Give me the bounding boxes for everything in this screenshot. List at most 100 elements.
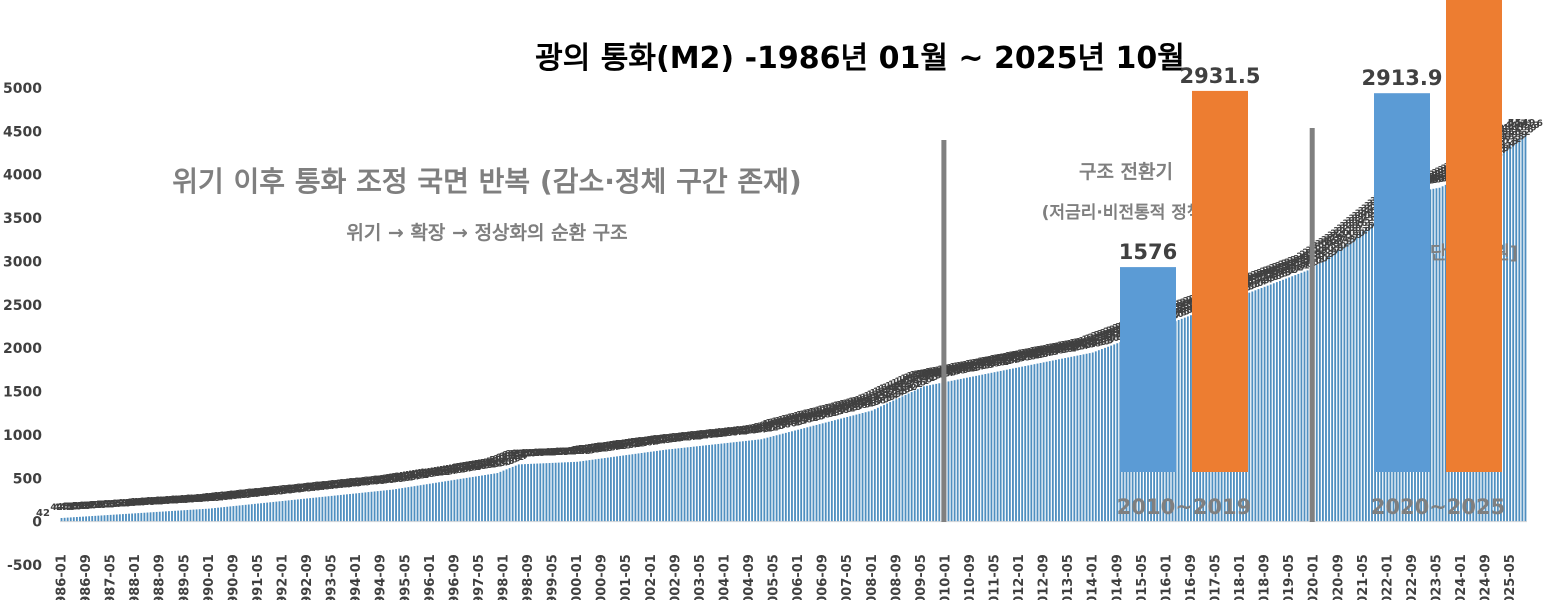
data-label: 1543.5: [904, 373, 939, 383]
data-label: 683.7: [551, 447, 579, 457]
data-bar: [315, 497, 318, 522]
data-label: 704.5: [572, 446, 600, 456]
x-tick-label: 2002-09: [668, 554, 683, 600]
data-label: 861.0: [676, 432, 704, 442]
data-label: 212.3: [247, 488, 275, 498]
x-tick-label: 2011-05: [988, 554, 1003, 600]
inset-bar-label: 1576: [1119, 240, 1177, 264]
x-tick-label: 2013-05: [1061, 554, 1076, 600]
data-bar: [177, 510, 180, 522]
data-bar: [677, 448, 680, 522]
data-bar: [1082, 354, 1085, 522]
x-tick-label: 2018-01: [1233, 554, 1248, 600]
data-bar: [355, 493, 358, 522]
data-label: 66.8: [84, 501, 106, 511]
data-label: 3316.7: [1342, 219, 1377, 229]
data-bar: [852, 415, 855, 522]
data-label: 667.9: [520, 449, 548, 459]
data-bar: [524, 464, 526, 522]
data-bar: [1266, 285, 1269, 522]
data-bar: [171, 510, 173, 522]
data-label: 678.9: [541, 448, 569, 458]
data-bar: [883, 404, 885, 522]
data-bar: [692, 446, 695, 522]
data-label: 161.0: [204, 493, 232, 503]
data-label: 2721.3: [1250, 271, 1285, 281]
data-bar: [1012, 368, 1014, 522]
data-label: 926.8: [729, 426, 757, 436]
data-label: 2056.7: [1100, 328, 1135, 338]
data-label: 1280.0: [854, 396, 889, 406]
data-bar: [474, 476, 477, 522]
data-label: 1142.5: [808, 408, 843, 418]
data-label: 296.7: [317, 481, 345, 491]
data-bar: [1503, 149, 1505, 522]
data-label: 950.0: [747, 424, 775, 434]
data-bar: [146, 512, 149, 522]
data-bar: [981, 374, 984, 522]
data-bar: [772, 436, 775, 522]
data-bar: [1042, 362, 1045, 522]
data-bar: [269, 502, 272, 522]
data-label: 93.8: [121, 499, 143, 509]
data-label: 2338.8: [1164, 304, 1199, 314]
x-tick-label: 2023-05: [1430, 554, 1445, 600]
data-label: 116.3: [149, 497, 177, 507]
data-bar: [1015, 367, 1017, 522]
data-bar: [873, 409, 876, 522]
axis-layer: 5000450040003500300025002000150010005000…: [3, 81, 1527, 604]
data-bar: [818, 424, 821, 522]
data-label: 3258.3: [1336, 224, 1371, 234]
data-label: 267.3: [293, 484, 321, 494]
data-label: 1329.4: [864, 391, 899, 401]
data-bar: [1361, 231, 1364, 522]
data-label: 574.3: [486, 457, 514, 467]
data-bar: [567, 462, 569, 522]
data-label: 1850.8: [1032, 346, 1067, 356]
x-tick-label: 2009-05: [914, 554, 929, 600]
data-label: 942.3: [741, 425, 769, 435]
data-label: 1215.8: [833, 401, 868, 411]
data-label: 3866.7: [1425, 171, 1460, 181]
data-label: 348.0: [360, 477, 388, 487]
data-label: 48.8: [60, 502, 82, 512]
data-bar: [189, 509, 192, 522]
data-label: 772.1: [615, 440, 643, 450]
data-bar: [66, 517, 69, 522]
data-bar: [1328, 256, 1330, 522]
data-label: 1787.1: [1005, 352, 1040, 362]
data-label: 111.8: [142, 497, 170, 507]
x-tick-label: 2016-09: [1184, 554, 1199, 600]
data-label: 661.6: [508, 449, 536, 459]
data-label: 1312.9: [861, 393, 896, 403]
data-bar: [358, 493, 361, 522]
data-bar: [1008, 369, 1011, 522]
data-bar: [1512, 142, 1515, 522]
data-bar: [238, 505, 241, 522]
data-bar: [100, 515, 103, 522]
data-label: 1963.3: [1078, 336, 1113, 346]
x-tick-label: 2014-01: [1086, 554, 1101, 600]
data-label: 1673.5: [956, 362, 991, 372]
data-bar: [916, 389, 919, 522]
data-label: 841.6: [661, 434, 689, 444]
data-label: 1197.5: [827, 403, 862, 413]
data-label: 2829.1: [1275, 261, 1310, 271]
data-bar: [88, 516, 91, 522]
data-label: 685.3: [554, 447, 582, 457]
data-bar: [876, 407, 879, 522]
data-bar: [781, 433, 784, 522]
data-label: 186.7: [225, 490, 253, 500]
x-tick-label: 2010-01: [938, 554, 953, 600]
data-bar: [919, 387, 922, 522]
data-bar: [886, 403, 889, 522]
data-bar: [754, 439, 757, 522]
data-label: 153.7: [198, 493, 226, 503]
data-bar: [806, 427, 809, 522]
data-label: 880.3: [692, 430, 720, 440]
data-label: 157.3: [201, 493, 229, 503]
data-label: 3175.8: [1327, 231, 1362, 241]
data-label: 1872.1: [1042, 344, 1077, 354]
data-label: 1666.5: [953, 362, 988, 372]
data-label: 329.7: [345, 478, 373, 488]
